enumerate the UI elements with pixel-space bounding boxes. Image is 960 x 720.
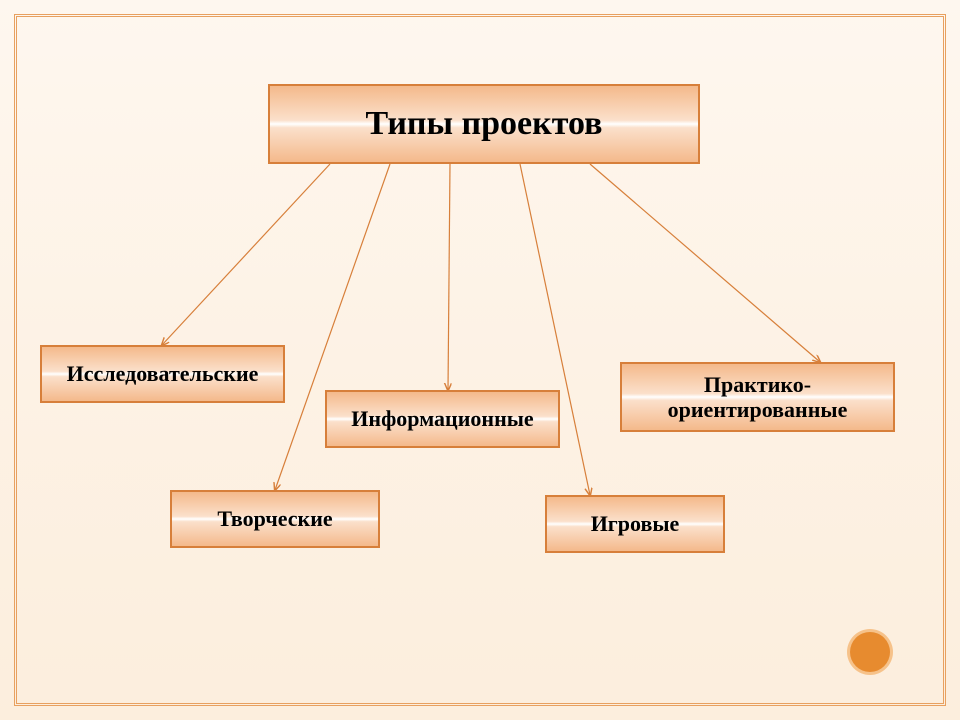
child-box-5: Практико-ориентированные bbox=[620, 362, 895, 432]
slide-canvas: Типы проектов Исследовательские Творческ… bbox=[0, 0, 960, 720]
child-label: Игровые bbox=[591, 511, 680, 536]
connector-arrow bbox=[162, 164, 330, 345]
root-box: Типы проектов bbox=[268, 84, 700, 164]
child-box-4: Игровые bbox=[545, 495, 725, 553]
child-box-1: Исследовательские bbox=[40, 345, 285, 403]
decorative-dot-icon bbox=[850, 632, 890, 672]
child-label: Информационные bbox=[351, 406, 533, 431]
connector-arrow bbox=[448, 164, 450, 390]
child-label: Практико-ориентированные bbox=[622, 372, 893, 423]
child-label: Творческие bbox=[217, 506, 332, 531]
child-label: Исследовательские bbox=[67, 361, 259, 386]
root-label: Типы проектов bbox=[365, 104, 602, 143]
child-box-3: Информационные bbox=[325, 390, 560, 448]
child-box-2: Творческие bbox=[170, 490, 380, 548]
connector-arrow bbox=[590, 164, 820, 362]
